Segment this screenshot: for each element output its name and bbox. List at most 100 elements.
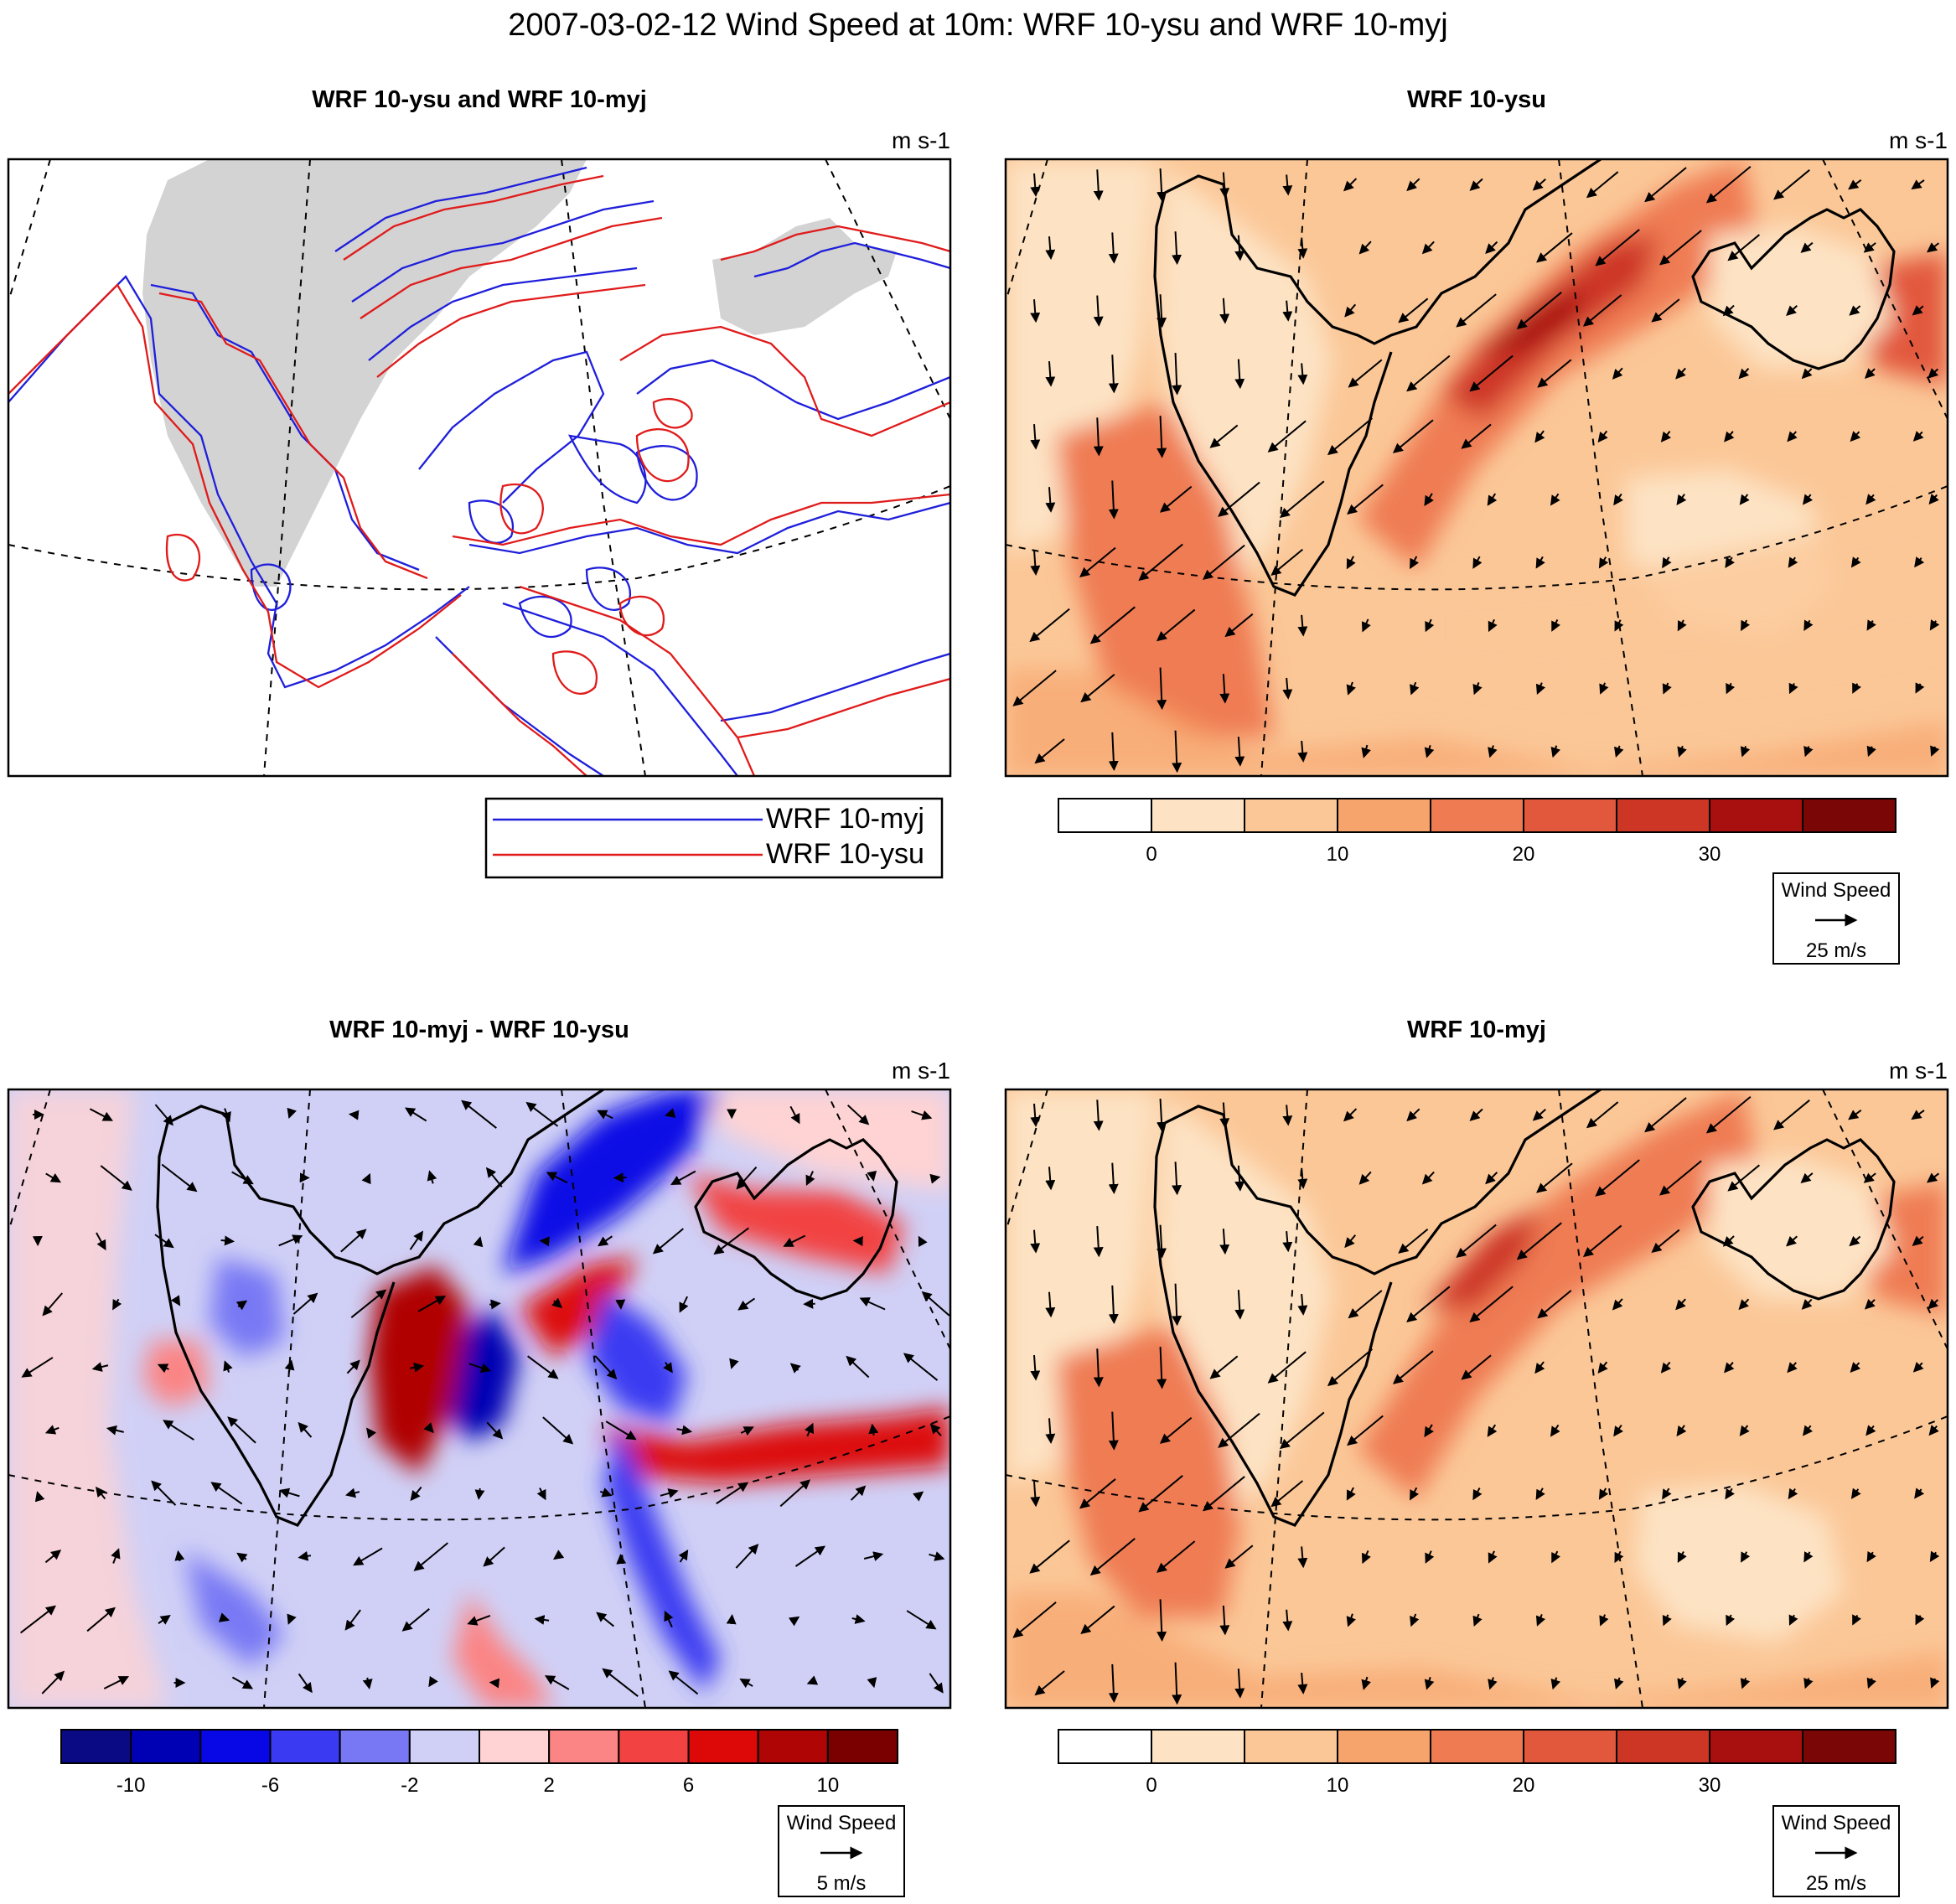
- wind-arrow: [1361, 1676, 1371, 1690]
- panel-myj-title: WRF 10-myj: [1407, 1017, 1546, 1043]
- colorbar-swatch: [1802, 1729, 1896, 1764]
- wind-arrow: [599, 1488, 613, 1498]
- wind-arrow: [1347, 1415, 1384, 1446]
- wind-arrow: [1595, 229, 1640, 266]
- wind-arrow: [1788, 682, 1798, 695]
- wind-arrow: [1343, 1108, 1358, 1122]
- wind-arrow: [287, 1613, 297, 1625]
- wind-arrow: [91, 1362, 109, 1372]
- wind-arrow: [1361, 744, 1371, 758]
- wind-arrow: [846, 1355, 870, 1379]
- wind-arrow: [427, 1170, 437, 1184]
- wind-arrow: [929, 1673, 944, 1694]
- wind-arrow: [1030, 1354, 1041, 1381]
- wind-arrow: [1551, 1550, 1560, 1564]
- wind-arrow: [1282, 300, 1293, 322]
- wind-arrow: [534, 1615, 550, 1625]
- wind-arrow: [1516, 1222, 1562, 1260]
- wind-arrow: [423, 1422, 434, 1434]
- colorbar-tick-label: -6: [261, 1774, 279, 1797]
- wind-arrow: [1786, 305, 1798, 317]
- wind-arrow: [1472, 1613, 1483, 1627]
- colorbar-swatch: [1523, 1729, 1617, 1764]
- wind-arrow: [1662, 1488, 1672, 1500]
- colorbar-tick-label: -2: [401, 1774, 418, 1797]
- wind-arrow: [1424, 1424, 1434, 1438]
- panel-contour-title: WRF 10-ysu and WRF 10-myj: [312, 86, 647, 113]
- wind-arrow: [1219, 172, 1230, 199]
- wind-arrow: [1485, 241, 1498, 255]
- myj-field: [1006, 1089, 1948, 1708]
- wind-arrow: [45, 1172, 62, 1183]
- wind-arrow: [1461, 1354, 1492, 1380]
- wind-arrow: [1725, 1488, 1735, 1500]
- wind-arrow: [483, 1546, 505, 1567]
- wind-arrow: [1472, 1488, 1483, 1501]
- wind-arrow: [1852, 682, 1861, 694]
- colorbar-tick-label: 0: [1146, 1774, 1157, 1797]
- wind-arrow: [1045, 360, 1056, 387]
- wind-arrow: [789, 1105, 800, 1125]
- wind-arrow: [1738, 1298, 1750, 1311]
- wind-arrow: [1677, 619, 1687, 632]
- wind-arrow: [1469, 1108, 1483, 1121]
- wind-arrow: [1327, 1348, 1374, 1387]
- wind-arrow: [1093, 169, 1104, 201]
- wind-arrow: [1850, 556, 1861, 568]
- wind-arrow: [1911, 179, 1925, 190]
- wind-arrow: [1424, 1677, 1435, 1690]
- wind-arrow: [1089, 1538, 1136, 1576]
- wind-arrow: [1739, 1425, 1750, 1436]
- wind-arrow: [1598, 1488, 1609, 1500]
- wind-arrow: [1156, 608, 1196, 642]
- wind-arrow: [546, 1172, 568, 1184]
- wind-arrow: [1914, 556, 1925, 568]
- wind-arrow: [1282, 1231, 1293, 1253]
- wind-arrow: [1597, 1361, 1608, 1374]
- wind-arrow: [1045, 1291, 1056, 1318]
- wind-arrow: [1848, 178, 1862, 190]
- wind-arrow: [1297, 741, 1308, 763]
- wind-arrow: [551, 1297, 563, 1309]
- wind-arrow: [1421, 1171, 1435, 1185]
- wind-arrow: [361, 1172, 371, 1185]
- wind-arrow: [1586, 171, 1619, 199]
- wind-arrow: [1172, 1162, 1182, 1196]
- wind-arrow: [1029, 1539, 1070, 1574]
- wind-arrow: [1660, 1361, 1672, 1374]
- panel-diff-frame: [7, 1088, 952, 1710]
- wind-arrow: [1209, 424, 1239, 448]
- wind-arrow: [1865, 494, 1876, 505]
- wind-arrow: [1644, 1097, 1687, 1133]
- panel-contour-frame: [7, 158, 952, 778]
- wind-arrow: [1297, 363, 1308, 385]
- wind-arrow: [340, 1229, 367, 1253]
- wind-arrow: [652, 1228, 684, 1255]
- wind-arrow: [668, 1670, 699, 1695]
- wind-arrow: [665, 1108, 676, 1118]
- colorbar-swatch: [1430, 1729, 1524, 1764]
- wind-arrow: [1425, 1550, 1435, 1564]
- wind-arrow: [613, 1172, 627, 1183]
- wind-arrow: [598, 1235, 613, 1247]
- wind-arrow: [1343, 178, 1358, 192]
- wind-arrow: [1582, 294, 1622, 327]
- wind-arrow: [362, 1677, 373, 1689]
- wind-arrow: [1613, 493, 1623, 506]
- wind-arrow: [1406, 1108, 1420, 1122]
- wind-arrow: [1045, 1167, 1056, 1191]
- panel-contour-units: m s-1: [892, 127, 950, 153]
- wind-arrow: [1234, 359, 1245, 390]
- wind-arrow: [1410, 1613, 1420, 1627]
- colorbar-tick-label: 30: [1699, 843, 1721, 866]
- wind-arrow: [1406, 1286, 1451, 1322]
- wind-arrow: [1722, 304, 1735, 317]
- colorbar-swatch: [1058, 798, 1152, 833]
- panel-ysu-frame: [1004, 158, 1949, 778]
- wind-arrow: [850, 1485, 867, 1501]
- colorbar-swatch: [199, 1729, 272, 1764]
- wind-arrow: [779, 1479, 811, 1508]
- wind-arrow: [1406, 178, 1420, 192]
- wind-arrow: [44, 1425, 60, 1435]
- myj-contours: [8, 166, 950, 776]
